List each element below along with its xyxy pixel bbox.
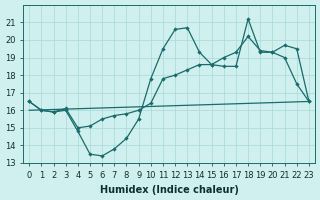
X-axis label: Humidex (Indice chaleur): Humidex (Indice chaleur) (100, 185, 238, 195)
